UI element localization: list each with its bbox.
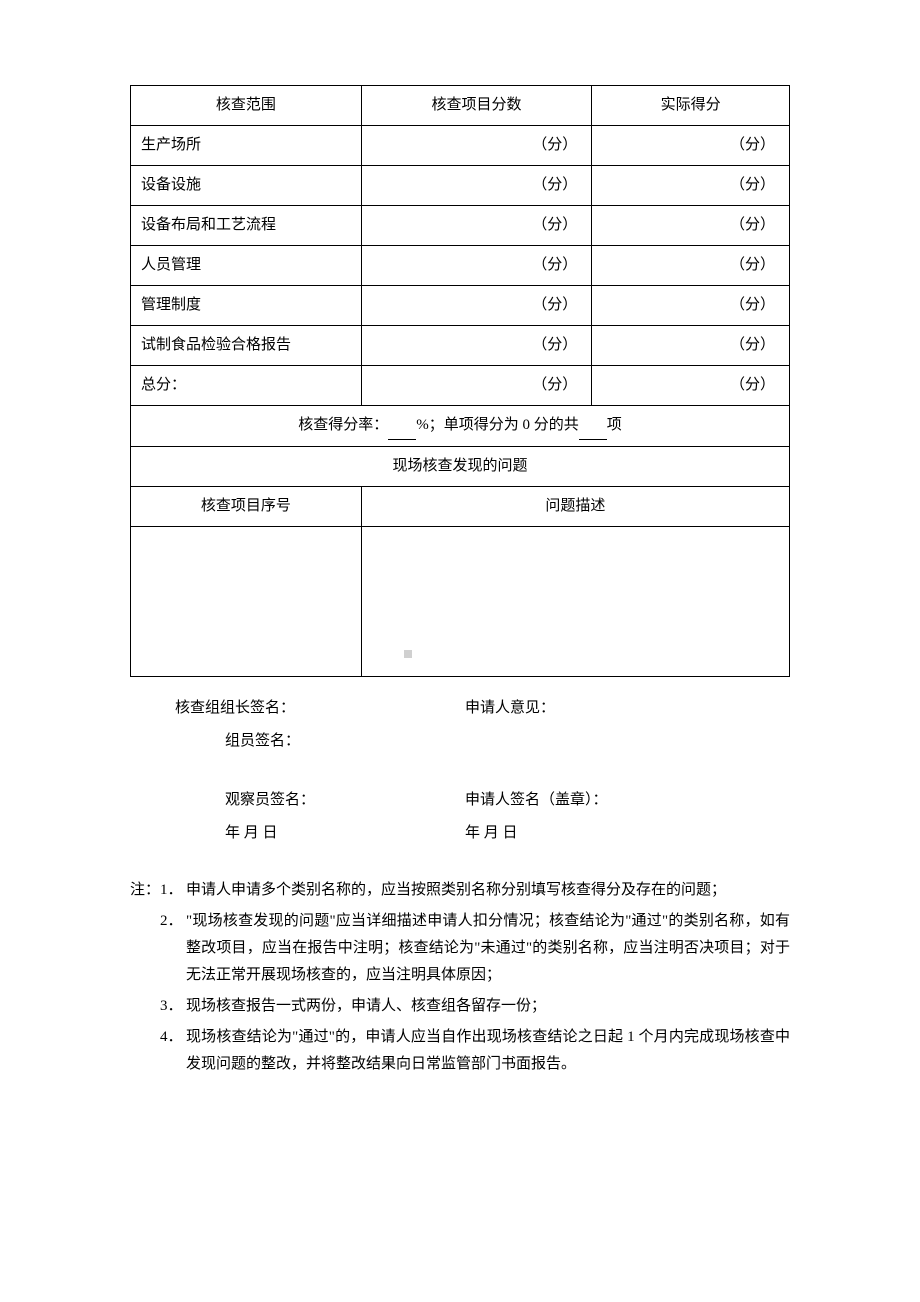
- notes-first-line: 注： 1． 申请人申请多个类别名称的，应当按照类别名称分别填写核查得分及存在的问…: [130, 877, 790, 1082]
- problems-body-row: [131, 527, 790, 677]
- inspection-table: 核查范围 核查项目分数 实际得分 生产场所 （分） （分） 设备设施 （分） （…: [130, 85, 790, 677]
- note-text: 现场核查报告一式两份，申请人、核查组各留存一份；: [186, 993, 790, 1020]
- note-item: 3． 现场核查报告一式两份，申请人、核查组各留存一份；: [160, 993, 790, 1020]
- summary-row: 核查得分率： %；单项得分为 0 分的共 项: [131, 406, 790, 447]
- table-header-row: 核查范围 核查项目分数 实际得分: [131, 86, 790, 126]
- note-number: 1．: [160, 877, 186, 904]
- note-number: 2．: [160, 908, 186, 935]
- member-sign-label: 组员签名：: [175, 728, 465, 755]
- note-item: 1． 申请人申请多个类别名称的，应当按照类别名称分别填写核查得分及存在的问题；: [160, 877, 790, 904]
- blank-rate: [388, 412, 416, 440]
- row-actual-unit: （分）: [592, 126, 790, 166]
- sig-row-3: 观察员签名： 申请人签名（盖章）：: [175, 787, 790, 814]
- row-label: 总分：: [131, 366, 362, 406]
- note-item: 2． "现场核查发现的问题"应当详细描述申请人扣分情况；核查结论为"通过"的类别…: [160, 908, 790, 989]
- row-label: 生产场所: [131, 126, 362, 166]
- watermark-dot: [404, 650, 412, 658]
- summary-mid: %；单项得分为 0 分的共: [416, 417, 579, 433]
- table-row: 生产场所 （分） （分）: [131, 126, 790, 166]
- leader-sign-label: 核查组组长签名：: [175, 695, 465, 722]
- row-actual-unit: （分）: [592, 246, 790, 286]
- table-row: 试制食品检验合格报告 （分） （分）: [131, 326, 790, 366]
- applicant-sign-label: 申请人签名（盖章）：: [465, 787, 790, 814]
- problems-seq-header: 核查项目序号: [131, 487, 362, 527]
- applicant-opinion-label: 申请人意见：: [465, 695, 790, 722]
- problems-desc-header: 问题描述: [361, 487, 789, 527]
- table-row: 设备布局和工艺流程 （分） （分）: [131, 206, 790, 246]
- table-row-total: 总分： （分） （分）: [131, 366, 790, 406]
- row-actual-unit: （分）: [592, 326, 790, 366]
- notes-block: 注： 1． 申请人申请多个类别名称的，应当按照类别名称分别填写核查得分及存在的问…: [130, 877, 790, 1082]
- row-actual-unit: （分）: [592, 166, 790, 206]
- row-score-unit: （分）: [361, 166, 592, 206]
- problems-header-row: 核查项目序号 问题描述: [131, 487, 790, 527]
- problems-section-row: 现场核查发现的问题: [131, 447, 790, 487]
- row-actual-unit: （分）: [592, 286, 790, 326]
- row-label: 设备布局和工艺流程: [131, 206, 362, 246]
- signatures-block: 核查组组长签名： 申请人意见： 组员签名： 观察员签名： 申请人签名（盖章）： …: [130, 695, 790, 847]
- header-scope: 核查范围: [131, 86, 362, 126]
- problems-seq-cell: [131, 527, 362, 677]
- row-actual-unit: （分）: [592, 366, 790, 406]
- table-row: 管理制度 （分） （分）: [131, 286, 790, 326]
- sig-row-2: 组员签名：: [175, 728, 790, 755]
- row-score-unit: （分）: [361, 286, 592, 326]
- note-text: 申请人申请多个类别名称的，应当按照类别名称分别填写核查得分及存在的问题；: [186, 877, 790, 904]
- problems-desc-cell: [361, 527, 789, 677]
- table-row: 人员管理 （分） （分）: [131, 246, 790, 286]
- header-actual-score: 实际得分: [592, 86, 790, 126]
- row-score-unit: （分）: [361, 206, 592, 246]
- notes-list: 1． 申请人申请多个类别名称的，应当按照类别名称分别填写核查得分及存在的问题； …: [160, 877, 790, 1082]
- row-score-unit: （分）: [361, 366, 592, 406]
- note-number: 4．: [160, 1024, 186, 1051]
- row-label: 人员管理: [131, 246, 362, 286]
- notes-prefix: 注：: [130, 877, 160, 904]
- date-right: 年 月 日: [465, 820, 790, 847]
- summary-cell: 核查得分率： %；单项得分为 0 分的共 项: [131, 406, 790, 447]
- header-item-score: 核查项目分数: [361, 86, 592, 126]
- note-text: 现场核查结论为"通过"的，申请人应当自作出现场核查结论之日起 1 个月内完成现场…: [186, 1024, 790, 1078]
- table-row: 设备设施 （分） （分）: [131, 166, 790, 206]
- row-label: 设备设施: [131, 166, 362, 206]
- row-score-unit: （分）: [361, 326, 592, 366]
- row-score-unit: （分）: [361, 246, 592, 286]
- observer-sign-label: 观察员签名：: [175, 787, 465, 814]
- sig-row-1: 核查组组长签名： 申请人意见：: [175, 695, 790, 722]
- blank-count: [579, 412, 607, 440]
- summary-suffix: 项: [607, 417, 622, 433]
- date-left: 年 月 日: [175, 820, 465, 847]
- row-score-unit: （分）: [361, 126, 592, 166]
- problems-section-title: 现场核查发现的问题: [131, 447, 790, 487]
- row-label: 管理制度: [131, 286, 362, 326]
- note-item: 4． 现场核查结论为"通过"的，申请人应当自作出现场核查结论之日起 1 个月内完…: [160, 1024, 790, 1078]
- row-label: 试制食品检验合格报告: [131, 326, 362, 366]
- summary-prefix: 核查得分率：: [298, 417, 388, 433]
- sig-row-4: 年 月 日 年 月 日: [175, 820, 790, 847]
- note-number: 3．: [160, 993, 186, 1020]
- row-actual-unit: （分）: [592, 206, 790, 246]
- note-text: "现场核查发现的问题"应当详细描述申请人扣分情况；核查结论为"通过"的类别名称，…: [186, 908, 790, 989]
- sig-empty: [465, 728, 790, 755]
